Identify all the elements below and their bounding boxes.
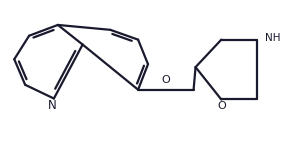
Text: O: O: [217, 101, 226, 111]
Text: O: O: [162, 75, 170, 85]
Text: NH: NH: [265, 33, 280, 43]
Text: N: N: [48, 99, 56, 112]
